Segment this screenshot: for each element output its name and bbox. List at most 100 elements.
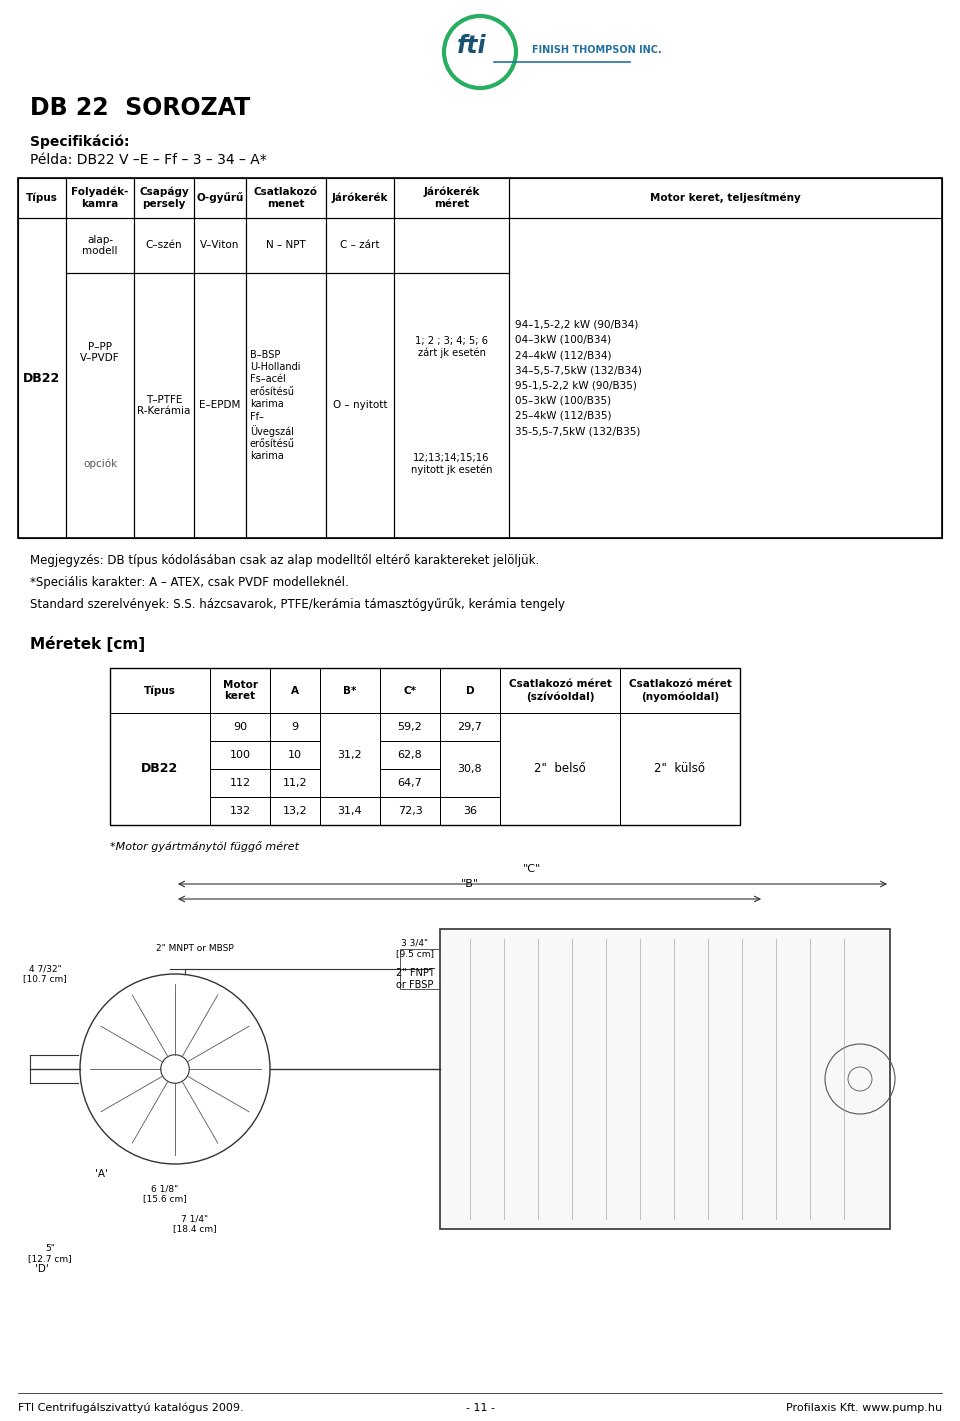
Text: 31,4: 31,4 (338, 806, 362, 816)
Text: FTI Centrifugálszivattyú katalógus 2009.: FTI Centrifugálszivattyú katalógus 2009. (18, 1403, 244, 1414)
Text: 5"
[12.7 cm]: 5" [12.7 cm] (28, 1243, 72, 1263)
Text: 59,2: 59,2 (397, 722, 422, 732)
Bar (270, 797, 320, 826)
Bar (66, 217, 134, 273)
Bar (320, 713, 380, 797)
Text: B–BSP
U-Hollandi
Fs–acél
erősítésű
karima
Ff–
Üvegszál
erősítésű
karima: B–BSP U-Hollandi Fs–acél erősítésű karim… (250, 350, 300, 462)
Text: - 11 -: - 11 - (466, 1403, 494, 1412)
Bar (380, 713, 440, 740)
Text: Csatlakozó
menet: Csatlakozó menet (254, 188, 318, 209)
Bar (210, 668, 270, 713)
Text: C – zárt: C – zárt (340, 240, 380, 250)
Text: opciók: opciók (83, 459, 117, 469)
Bar (394, 273, 509, 539)
Text: 6 1/8"
[15.6 cm]: 6 1/8" [15.6 cm] (143, 1184, 187, 1204)
Bar (246, 273, 326, 539)
Bar (326, 217, 394, 273)
Text: alap-
modell: alap- modell (83, 234, 118, 256)
Bar (380, 769, 440, 797)
Bar (509, 217, 942, 539)
Text: 62,8: 62,8 (397, 750, 422, 760)
Text: B*: B* (344, 685, 357, 695)
Text: Specifikáció:: Specifikáció: (30, 135, 130, 149)
Text: 'A': 'A' (95, 1169, 108, 1179)
Bar (18, 217, 66, 539)
Text: Csapágy
persely: Csapágy persely (139, 188, 189, 209)
Text: Profilaxis Kft. www.pump.hu: Profilaxis Kft. www.pump.hu (786, 1403, 942, 1412)
Text: Típus: Típus (26, 193, 58, 203)
Text: DB22: DB22 (141, 763, 179, 776)
Text: Motor
keret: Motor keret (223, 679, 257, 702)
Text: P–PP
V–PVDF: P–PP V–PVDF (81, 341, 120, 364)
Bar (210, 769, 270, 797)
Bar (380, 797, 440, 826)
Text: 4 7/32"
[10.7 cm]: 4 7/32" [10.7 cm] (23, 963, 67, 983)
Text: "C": "C" (523, 864, 541, 874)
Text: 30,8: 30,8 (458, 764, 482, 774)
Bar (110, 713, 210, 826)
Bar (500, 668, 620, 713)
Bar (326, 178, 394, 217)
Text: D: D (466, 685, 474, 695)
Bar (440, 668, 500, 713)
Bar (246, 217, 326, 273)
Text: 64,7: 64,7 (397, 779, 422, 789)
Text: Standard szerelvények: S.S. házcsavarok, PTFE/kerámia támasztógyűrűk, kerámia te: Standard szerelvények: S.S. házcsavarok,… (30, 598, 565, 611)
Text: 11,2: 11,2 (282, 779, 307, 789)
Text: 1; 2 ; 3; 4; 5; 6
zárt jk esetén: 1; 2 ; 3; 4; 5; 6 zárt jk esetén (415, 337, 488, 358)
Text: 2"  belső: 2" belső (534, 763, 586, 776)
Text: O-gyűrű: O-gyűrű (196, 192, 244, 203)
Bar (500, 713, 620, 826)
Text: 2" FNPT
or FBSP: 2" FNPT or FBSP (396, 968, 434, 990)
Text: 29,7: 29,7 (458, 722, 483, 732)
Text: "B": "B" (461, 880, 479, 890)
Text: E–EPDM: E–EPDM (200, 401, 241, 411)
Text: Folyadék-
kamra: Folyadék- kamra (71, 188, 129, 209)
Bar (380, 668, 440, 713)
Text: 2" MNPT or MBSP: 2" MNPT or MBSP (156, 944, 234, 953)
Bar (110, 668, 210, 713)
Bar (210, 797, 270, 826)
Bar (394, 178, 509, 217)
Text: fti: fti (457, 34, 487, 58)
Text: 72,3: 72,3 (397, 806, 422, 816)
Bar (509, 178, 942, 217)
Text: Példa: DB22 V –E – Ff – 3 – 34 – A*: Példa: DB22 V –E – Ff – 3 – 34 – A* (30, 153, 267, 168)
Bar (270, 740, 320, 769)
Text: 12;13;14;15;16
nyitott jk esetén: 12;13;14;15;16 nyitott jk esetén (411, 453, 492, 475)
Bar (326, 273, 394, 539)
Text: C*: C* (403, 685, 417, 695)
Bar (400, 949, 440, 989)
Text: Motor keret, teljesítmény: Motor keret, teljesítmény (650, 193, 801, 203)
Bar (440, 797, 500, 826)
Bar (270, 668, 320, 713)
Text: 100: 100 (229, 750, 251, 760)
Bar (394, 217, 509, 273)
Text: 2"  külső: 2" külső (655, 763, 706, 776)
Bar (270, 713, 320, 740)
Text: 112: 112 (229, 779, 251, 789)
Bar (620, 668, 740, 713)
Text: FINISH THOMPSON INC.: FINISH THOMPSON INC. (532, 45, 661, 55)
Text: Járókerék: Járókerék (332, 193, 388, 203)
Text: 9: 9 (292, 722, 299, 732)
Bar (620, 713, 740, 826)
Text: 36: 36 (463, 806, 477, 816)
Text: *Speciális karakter: A – ATEX, csak PVDF modelleknél.: *Speciális karakter: A – ATEX, csak PVDF… (30, 576, 348, 588)
Bar (270, 769, 320, 797)
Bar (194, 217, 246, 273)
Bar (210, 740, 270, 769)
Bar (66, 178, 134, 217)
Text: Csatlakozó méret
(nyomóoldal): Csatlakozó méret (nyomóoldal) (629, 679, 732, 702)
Bar (440, 929, 890, 1229)
Text: 'D': 'D' (35, 1265, 49, 1275)
Text: 31,2: 31,2 (338, 750, 362, 760)
Text: Járókerék
méret: Járókerék méret (423, 188, 480, 209)
Text: Típus: Típus (144, 685, 176, 696)
Bar (194, 178, 246, 217)
Text: *Motor gyártmánytól függő méret: *Motor gyártmánytól függő méret (110, 841, 299, 853)
Bar (110, 668, 740, 826)
Bar (320, 797, 380, 826)
Bar (194, 273, 246, 539)
Text: C–szén: C–szén (146, 240, 182, 250)
